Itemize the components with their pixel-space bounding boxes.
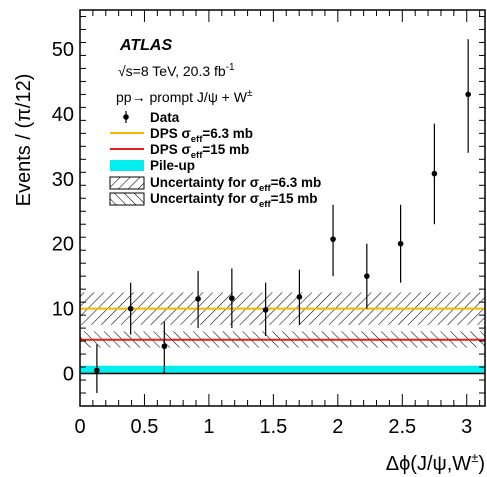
legend-dps-15: DPS σeff=15 mb bbox=[110, 142, 249, 161]
x-tick-label: 3 bbox=[461, 416, 472, 438]
data-point bbox=[127, 282, 134, 335]
legend-data: Data bbox=[123, 110, 180, 125]
experiment-label: ATLAS bbox=[119, 37, 172, 54]
data-point bbox=[431, 123, 438, 225]
x-tick-label: 1.5 bbox=[259, 416, 287, 438]
data-marker bbox=[127, 305, 134, 312]
data-marker bbox=[94, 367, 100, 374]
axis-ticks bbox=[79, 10, 485, 407]
legend-dps-63: DPS σeff=6.3 mb bbox=[110, 126, 253, 145]
data-point bbox=[161, 321, 168, 374]
y-tick-label: 10 bbox=[52, 299, 74, 321]
x-axis-title: Δϕ(J/ψ,W±) bbox=[386, 450, 485, 475]
data-marker bbox=[465, 91, 471, 98]
pileup-band bbox=[80, 365, 485, 374]
x-tick-label: 0 bbox=[74, 416, 85, 438]
x-tick-label: 0.5 bbox=[131, 416, 159, 438]
svg-text:Uncertainty for σeff=6.3 mb: Uncertainty for σeff=6.3 mb bbox=[150, 175, 321, 194]
legend-pileup: Pile-up bbox=[110, 158, 195, 173]
x-tick-label: 1 bbox=[203, 416, 214, 438]
data-marker bbox=[397, 240, 404, 247]
x-tick-label: 2.5 bbox=[388, 416, 416, 438]
data-marker bbox=[161, 343, 168, 350]
data-point bbox=[195, 270, 201, 329]
legend-unc-15: Uncertainty for σeff=15 mb bbox=[109, 191, 318, 210]
data-marker bbox=[296, 294, 303, 300]
y-tick-label: 50 bbox=[52, 39, 74, 61]
svg-text:DPS σeff=6.3 mb: DPS σeff=6.3 mb bbox=[150, 126, 253, 145]
data-marker bbox=[364, 273, 370, 279]
svg-text:DPS σeff=15 mb: DPS σeff=15 mb bbox=[150, 142, 249, 161]
data-marker bbox=[229, 295, 235, 302]
data-point bbox=[330, 204, 336, 277]
svg-text:Pile-up: Pile-up bbox=[150, 158, 195, 173]
data-point bbox=[397, 204, 404, 283]
legend-unc-63: Uncertainty for σeff=6.3 mb bbox=[109, 175, 321, 194]
data-marker bbox=[262, 307, 269, 313]
y-tick-label: 30 bbox=[52, 169, 74, 191]
energy-label: √s=8 TeV, 20.3 fb-1 bbox=[118, 62, 235, 79]
background-bands bbox=[80, 292, 485, 374]
data-point bbox=[364, 243, 370, 309]
model-lines bbox=[80, 307, 485, 375]
x-tick-label: 2 bbox=[332, 416, 343, 438]
y-axis-title: Events / (π/12) bbox=[13, 74, 35, 207]
data-point bbox=[296, 269, 303, 325]
plot-frame bbox=[79, 9, 486, 407]
process-label: pp→ prompt J/ψ + W± bbox=[116, 88, 253, 105]
data-point bbox=[94, 344, 100, 394]
y-tick-label: 40 bbox=[52, 104, 74, 126]
y-tick-label: 0 bbox=[63, 364, 74, 386]
data-marker bbox=[195, 296, 201, 302]
legend: Data DPS σeff=6.3 mb DPS σeff=15 mb Pile… bbox=[109, 110, 321, 210]
data-marker bbox=[330, 236, 336, 242]
data-points bbox=[94, 39, 471, 394]
svg-text:Data: Data bbox=[150, 110, 180, 125]
data-marker bbox=[431, 170, 438, 177]
data-point bbox=[229, 268, 235, 329]
y-tick-label: 20 bbox=[52, 234, 74, 256]
svg-text:Uncertainty for σeff=15 mb: Uncertainty for σeff=15 mb bbox=[150, 191, 318, 210]
data-point bbox=[262, 282, 269, 336]
data-point bbox=[465, 39, 471, 153]
